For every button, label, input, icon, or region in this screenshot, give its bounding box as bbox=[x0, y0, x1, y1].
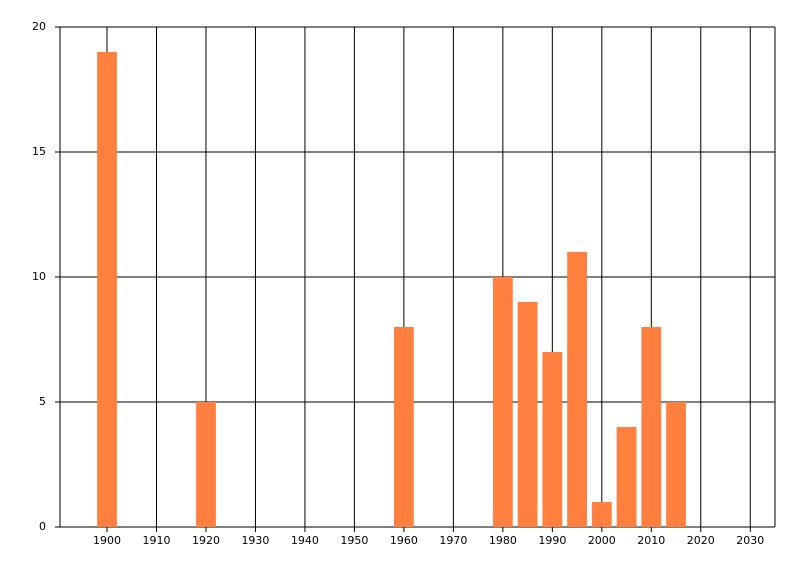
x-tick-label: 1900 bbox=[93, 534, 121, 547]
bar bbox=[517, 302, 538, 527]
x-tick-label: 1920 bbox=[192, 534, 220, 547]
bar bbox=[492, 277, 513, 527]
y-tick-label: 5 bbox=[39, 395, 46, 408]
bar bbox=[616, 427, 637, 527]
x-tick-label: 1960 bbox=[390, 534, 418, 547]
x-tick-label: 1950 bbox=[340, 534, 368, 547]
x-tick-label: 2020 bbox=[687, 534, 715, 547]
x-tick-label: 1910 bbox=[142, 534, 170, 547]
y-tick-label: 10 bbox=[32, 270, 46, 283]
bar bbox=[567, 252, 587, 527]
bar bbox=[591, 502, 612, 527]
x-tick-label: 1940 bbox=[291, 534, 319, 547]
x-tick-label: 1980 bbox=[489, 534, 517, 547]
bar bbox=[393, 327, 414, 527]
x-tick-label: 1930 bbox=[241, 534, 269, 547]
bar bbox=[97, 52, 117, 527]
bar bbox=[542, 352, 563, 527]
y-tick-label: 0 bbox=[39, 520, 46, 533]
bar bbox=[666, 402, 686, 527]
bar bbox=[196, 402, 216, 527]
bar bbox=[641, 327, 662, 527]
x-tick-label: 1990 bbox=[538, 534, 566, 547]
y-tick-label: 15 bbox=[32, 145, 46, 158]
x-tick-label: 2030 bbox=[736, 534, 764, 547]
y-tick-label: 20 bbox=[32, 20, 46, 33]
x-tick-label: 2010 bbox=[637, 534, 665, 547]
x-tick-label: 1970 bbox=[439, 534, 467, 547]
x-tick-label: 2000 bbox=[588, 534, 616, 547]
